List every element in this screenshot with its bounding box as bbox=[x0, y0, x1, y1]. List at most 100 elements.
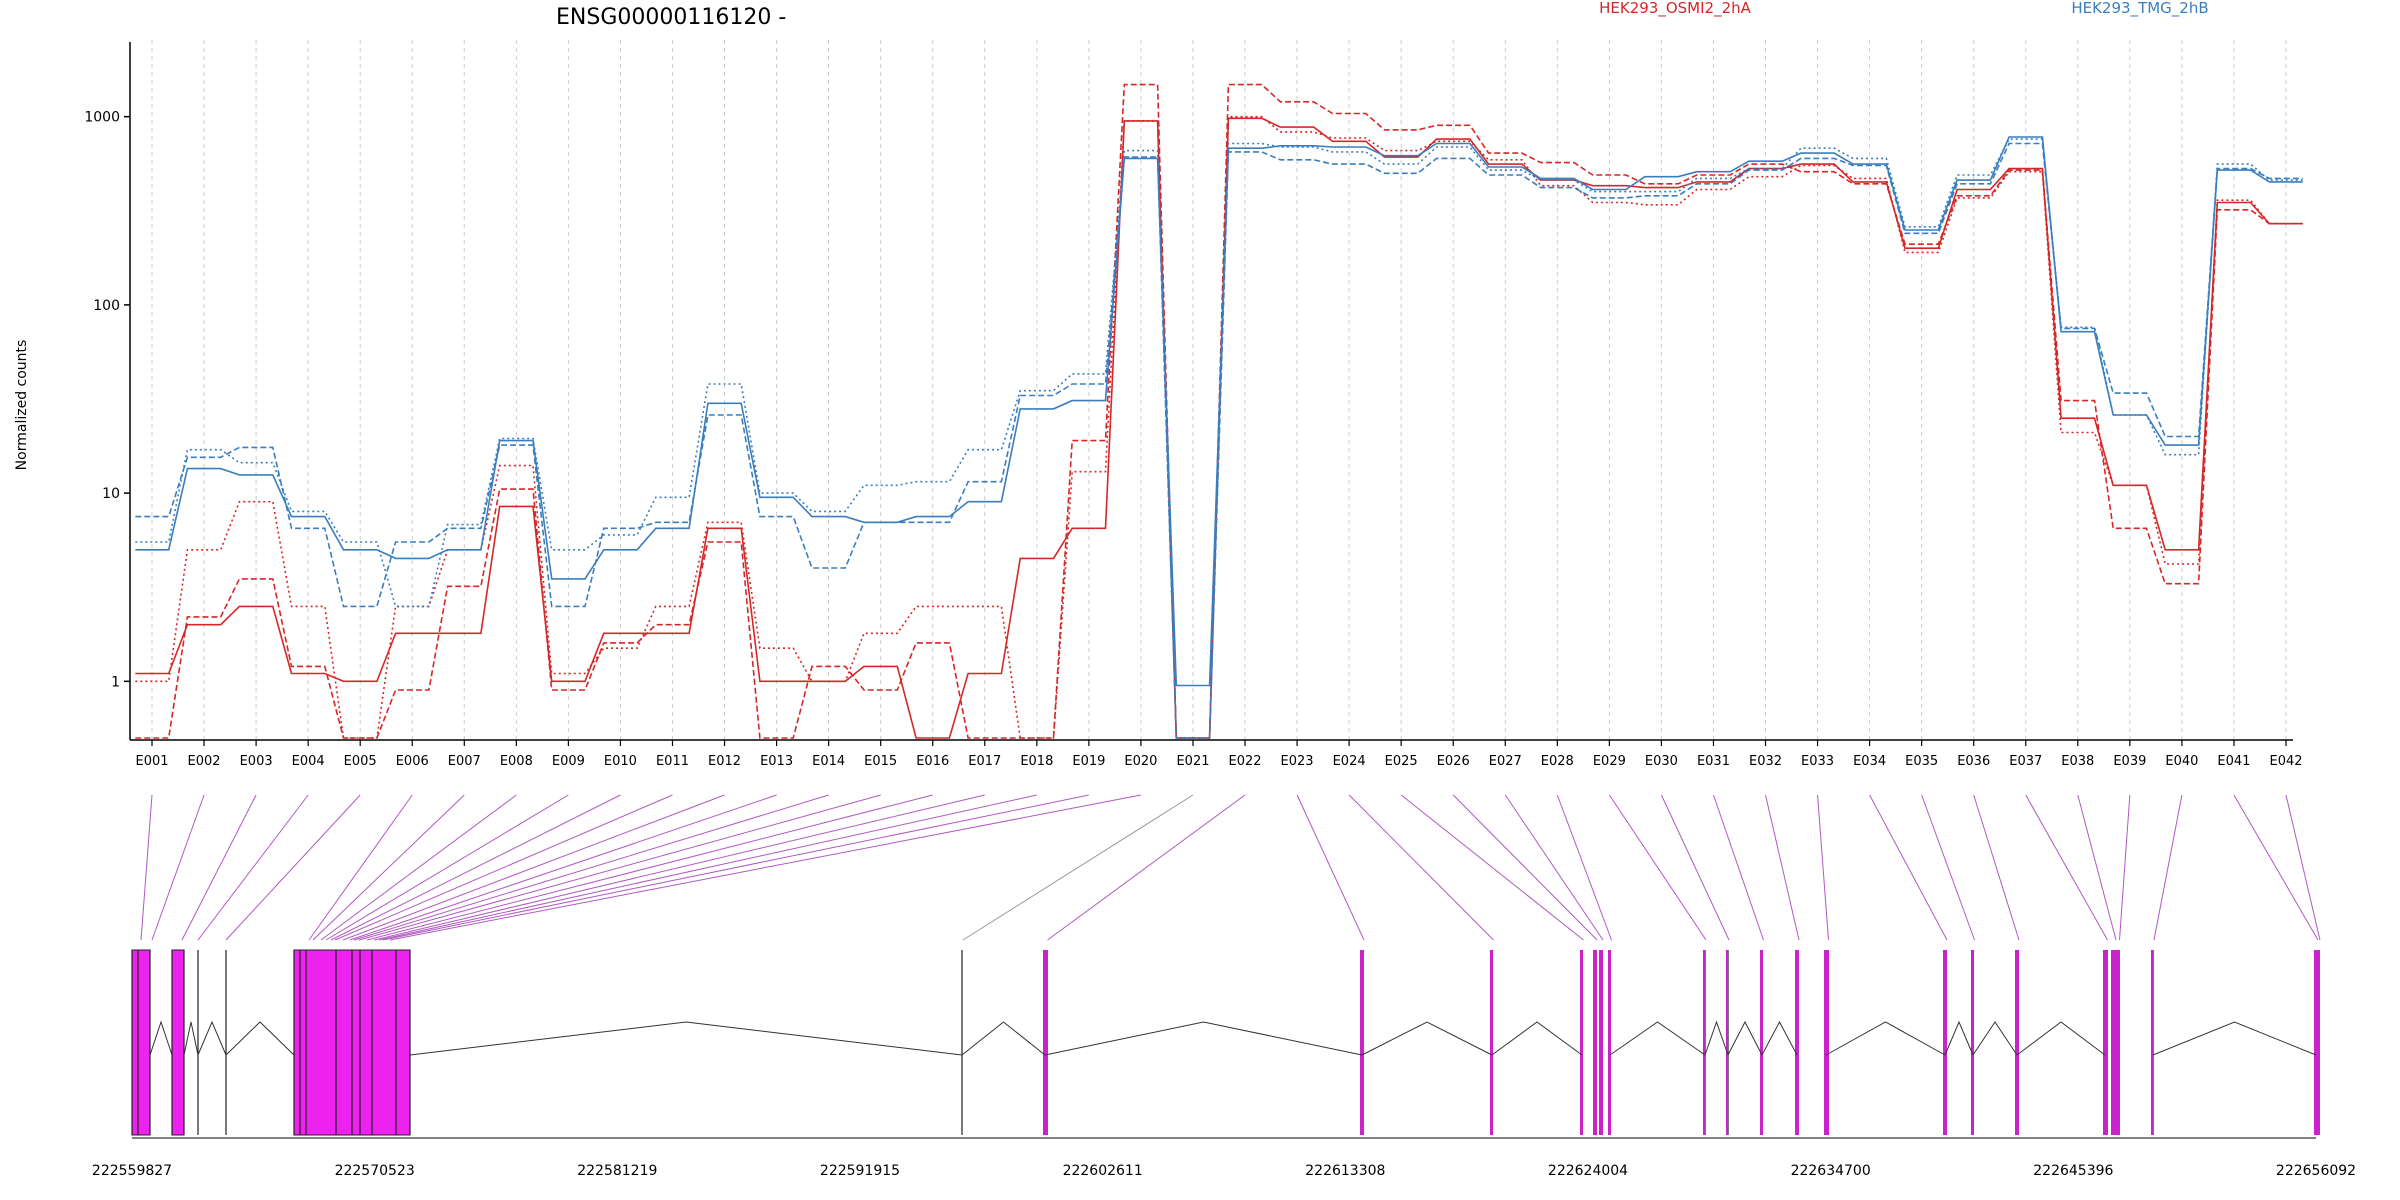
intron-line bbox=[1727, 1020, 1763, 1056]
x-tick-label: E015 bbox=[864, 754, 897, 769]
exon-bar bbox=[1726, 950, 1728, 1135]
x-tick-label: E011 bbox=[656, 754, 689, 769]
intron-line bbox=[183, 1021, 199, 1056]
y-tick-label: 10 bbox=[102, 486, 120, 502]
exon-connector bbox=[151, 794, 205, 941]
exon-connector bbox=[389, 794, 1142, 941]
x-tick-label: E026 bbox=[1437, 754, 1470, 769]
x-tick-label: E039 bbox=[2113, 754, 2146, 769]
exon-connector bbox=[373, 794, 985, 941]
coord-tick-label: 222570523 bbox=[335, 1163, 415, 1179]
x-tick-label: E042 bbox=[2269, 754, 2302, 769]
exon-bar bbox=[2015, 950, 2019, 1135]
x-tick-label: E025 bbox=[1385, 754, 1418, 769]
legend: HEK293_OSMI2_2hA HEK293_TMG_2hB bbox=[1599, 0, 2209, 18]
x-tick-label: E023 bbox=[1281, 754, 1314, 769]
exon-block bbox=[131, 949, 151, 1136]
exon-bar bbox=[1599, 950, 1603, 1135]
y-axis-label: Normalized counts bbox=[14, 340, 30, 471]
x-tick-label: E021 bbox=[1176, 754, 1209, 769]
exon-connector bbox=[330, 794, 621, 941]
exon-connector bbox=[1047, 794, 1246, 941]
exon-connector bbox=[2153, 794, 2183, 941]
exon-connector bbox=[1817, 794, 1829, 941]
exon-connector bbox=[1348, 794, 1494, 941]
exon-bar bbox=[1760, 950, 1763, 1135]
x-tick-label: E022 bbox=[1229, 754, 1262, 769]
exon-connector bbox=[1712, 794, 1764, 941]
x-tick-label: E030 bbox=[1645, 754, 1678, 769]
coord-tick-label: 222634700 bbox=[1791, 1163, 1871, 1179]
x-tick-label: E038 bbox=[2061, 754, 2094, 769]
exon-connector bbox=[378, 794, 1037, 941]
exon-connector bbox=[308, 794, 413, 941]
exon-connector bbox=[366, 794, 933, 941]
exon-connector bbox=[382, 794, 1089, 941]
intron-line bbox=[1704, 1020, 1729, 1056]
intron-line bbox=[1761, 1020, 1798, 1056]
legend-item-0: HEK293_OSMI2_2hA bbox=[1599, 0, 1752, 18]
series-layer bbox=[135, 83, 2303, 739]
exon-block bbox=[171, 949, 185, 1136]
x-tick-label: E004 bbox=[292, 754, 325, 769]
exon-connector bbox=[334, 794, 673, 941]
x-tick-label: E002 bbox=[188, 754, 221, 769]
x-tick-label: E009 bbox=[552, 754, 585, 769]
series-line-2 bbox=[135, 115, 2303, 739]
x-tick-label: E006 bbox=[396, 754, 429, 769]
coord-tick-label: 222624004 bbox=[1548, 1163, 1628, 1179]
y-tick-label: 1000 bbox=[84, 110, 120, 126]
exon-connector bbox=[1504, 794, 1604, 941]
x-tick-label: E001 bbox=[135, 754, 168, 769]
x-tick-label: E020 bbox=[1124, 754, 1157, 769]
exon-connector bbox=[1452, 794, 1598, 941]
coord-tick-label: 222613308 bbox=[1305, 1163, 1385, 1179]
x-tick-label: E012 bbox=[708, 754, 741, 769]
exon-connector bbox=[1400, 794, 1584, 941]
exon-bar bbox=[2111, 950, 2117, 1135]
exon-connector bbox=[358, 794, 881, 941]
x-tick-label: E034 bbox=[1853, 754, 1886, 769]
series-line-4 bbox=[135, 142, 2303, 739]
exon-connector bbox=[353, 794, 829, 941]
intron-line bbox=[961, 1021, 1046, 1056]
exon-bar bbox=[1971, 950, 1974, 1135]
intron-line bbox=[1972, 1021, 2018, 1056]
gene-model bbox=[131, 949, 2320, 1136]
exon-connector bbox=[225, 794, 361, 941]
x-tick-label: E035 bbox=[1905, 754, 1938, 769]
x-tick-label: E014 bbox=[812, 754, 845, 769]
exon-connector bbox=[1921, 794, 1975, 941]
exon-connector bbox=[320, 794, 517, 941]
exon-connector bbox=[1296, 794, 1365, 941]
exon-connector bbox=[1608, 794, 1707, 941]
exon-connector bbox=[1869, 794, 1948, 941]
intron-line bbox=[197, 1020, 227, 1056]
exon-connector bbox=[2119, 794, 2131, 941]
intron-line bbox=[1361, 1021, 1493, 1056]
intron-line bbox=[2152, 1021, 2317, 1056]
coord-tick-label: 222656092 bbox=[2276, 1163, 2356, 1179]
exon-bar bbox=[2115, 950, 2120, 1135]
intron-line bbox=[1825, 1021, 1946, 1056]
x-tick-label: E008 bbox=[500, 754, 533, 769]
exon-connectors bbox=[140, 794, 2321, 941]
x-tick-label: E017 bbox=[968, 754, 1001, 769]
exon-bar bbox=[1703, 950, 1705, 1135]
x-tick-label: E037 bbox=[2009, 754, 2042, 769]
exon-connector bbox=[2285, 794, 2321, 941]
x-tick-label: E016 bbox=[916, 754, 949, 769]
coord-tick-label: 222591915 bbox=[820, 1163, 900, 1179]
genomic-coordinate-axis: 222559827 222570523 222581219 222591915 2226… bbox=[92, 1137, 2356, 1179]
x-tick-label: E033 bbox=[1801, 754, 1834, 769]
x-tick-label: E032 bbox=[1749, 754, 1782, 769]
exon-bar bbox=[2103, 950, 2108, 1135]
exon-bar bbox=[1608, 950, 1611, 1135]
intron-line bbox=[149, 1020, 173, 1056]
axes: 1 10 100 1000 E001 E002 E003 E004 E005 E006 E007 E0… bbox=[84, 42, 2303, 769]
exon-bar bbox=[1360, 950, 1364, 1135]
x-tick-label: E031 bbox=[1697, 754, 1730, 769]
x-tick-label: E003 bbox=[240, 754, 273, 769]
exon-bar bbox=[1043, 950, 1048, 1135]
exon-bar bbox=[2316, 950, 2320, 1135]
